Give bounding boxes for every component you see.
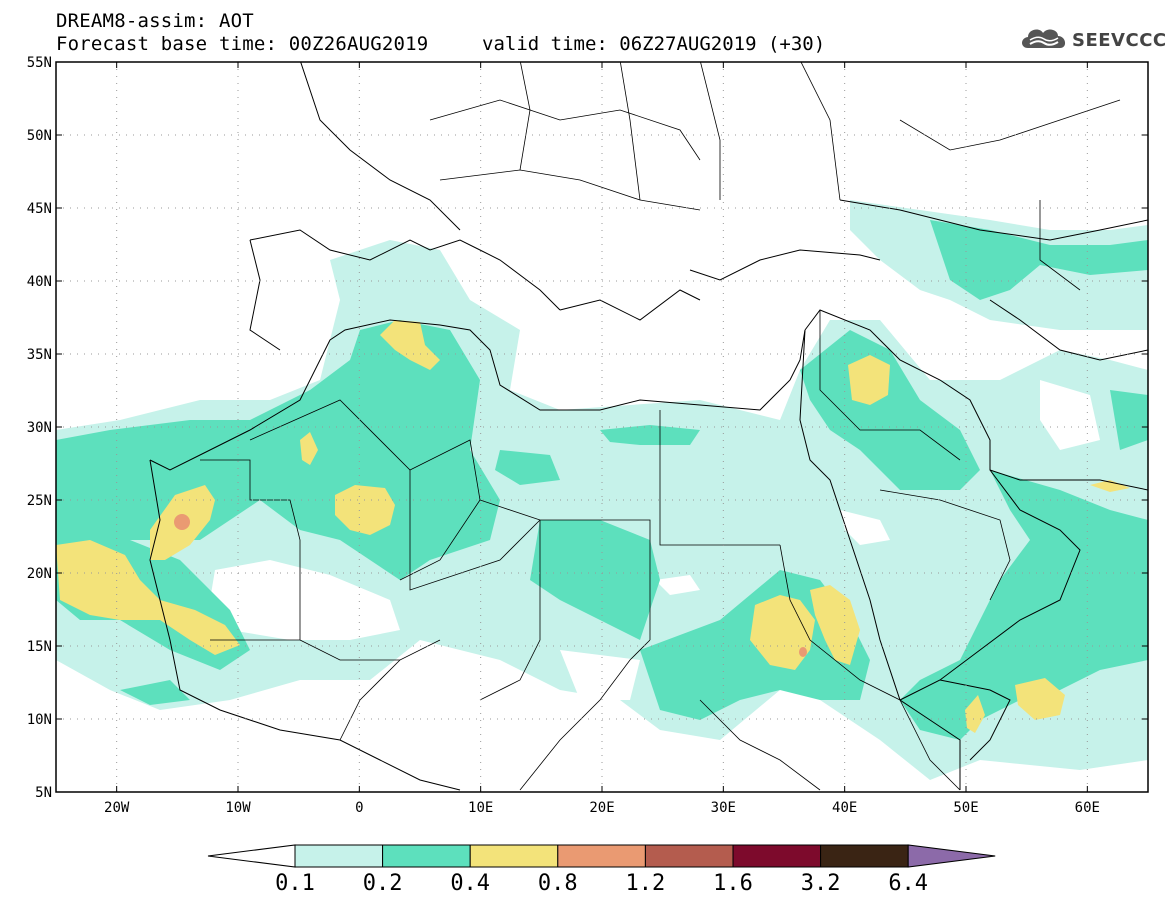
- lat-tick-label: 15N: [27, 639, 52, 655]
- lat-tick-label: 20N: [27, 566, 52, 582]
- colorbar-label: 3.2: [801, 871, 841, 896]
- lon-tick-label: 40E: [832, 800, 857, 816]
- colorbar-swatch: [644, 844, 734, 868]
- valid-time: valid time: 06Z27AUG2019 (+30): [482, 33, 826, 55]
- colorbar-label: 1.2: [626, 871, 666, 896]
- lon-tick-label: 10E: [468, 800, 493, 816]
- colorbar-swatch: [382, 844, 471, 868]
- lat-tick-label: 40N: [27, 274, 52, 290]
- longitude-axis: 20W 10W 0 10E 20E 30E 40E 50E 60E: [104, 62, 1100, 816]
- lat-tick-label: 5N: [35, 785, 52, 801]
- aot-clear-areas: [210, 380, 1100, 700]
- lon-tick-label: 20E: [589, 800, 614, 816]
- lon-tick-label: 20W: [104, 800, 130, 816]
- lat-tick-label: 10N: [27, 712, 52, 728]
- colorbar-swatch: [820, 844, 909, 868]
- graticule: [56, 62, 1148, 792]
- colorbar-label: 0.2: [363, 871, 403, 896]
- cloud-icon: [1022, 29, 1066, 48]
- colorbar-label: 6.4: [888, 871, 928, 896]
- seevccc-logo: SEEVCCC: [1018, 22, 1165, 60]
- colorbar-swatch: [469, 844, 559, 868]
- lat-tick-label: 45N: [27, 201, 52, 217]
- colorbar-label: 0.4: [450, 871, 490, 896]
- colorbar-label: 0.1: [275, 871, 315, 896]
- map-title: DREAM8-assim: AOT: [56, 10, 254, 32]
- lon-tick-label: 30E: [711, 800, 736, 816]
- country-borders: [200, 62, 1121, 791]
- lon-tick-label: 50E: [953, 800, 978, 816]
- lon-tick-label: 0: [355, 800, 363, 816]
- colorbar-swatch: [732, 844, 822, 868]
- colorbar-swatch: [557, 844, 646, 868]
- lon-tick-label: 10W: [225, 800, 251, 816]
- lat-tick-label: 55N: [27, 55, 52, 71]
- colorbar: 0.1 0.2 0.4 0.8 1.2 1.6 3.2 6.4: [207, 844, 996, 896]
- lat-tick-label: 50N: [27, 128, 52, 144]
- colorbar-under-arrow: [207, 844, 296, 868]
- forecast-base-time: Forecast base time: 00Z26AUG2019: [56, 33, 429, 55]
- colorbar-over-arrow: [907, 844, 996, 868]
- colorbar-swatch: [294, 844, 384, 868]
- coastlines: [149, 62, 1148, 791]
- lat-tick-label: 35N: [27, 347, 52, 363]
- lon-tick-label: 60E: [1075, 800, 1100, 816]
- aot-band-0-4: [56, 320, 1130, 733]
- logo-text: SEEVCCC: [1072, 30, 1165, 51]
- aot-band-0-8: [174, 514, 807, 657]
- colorbar-label: 0.8: [538, 871, 578, 896]
- lat-tick-label: 25N: [27, 493, 52, 509]
- lat-tick-label: 30N: [27, 420, 52, 436]
- colorbar-label: 1.6: [713, 871, 753, 896]
- latitude-axis: 55N 50N 45N 40N 35N 30N 25N 20N 15N 10N 5N: [27, 55, 1148, 801]
